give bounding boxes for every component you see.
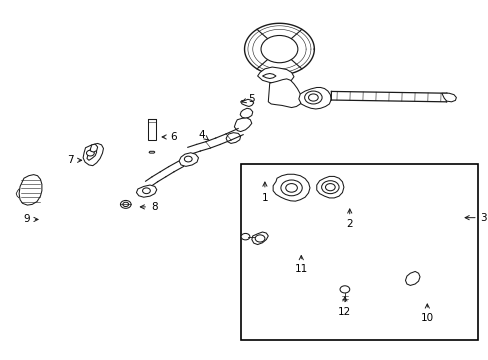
Polygon shape <box>257 67 293 84</box>
Polygon shape <box>87 149 97 160</box>
Polygon shape <box>268 79 301 108</box>
Polygon shape <box>273 174 309 201</box>
Polygon shape <box>83 143 103 166</box>
Polygon shape <box>240 99 253 107</box>
Circle shape <box>304 91 322 104</box>
Circle shape <box>285 184 297 192</box>
Polygon shape <box>316 176 343 198</box>
Circle shape <box>255 235 264 242</box>
Polygon shape <box>136 185 157 197</box>
Polygon shape <box>405 271 419 285</box>
Text: 8: 8 <box>140 202 157 212</box>
Circle shape <box>241 233 249 240</box>
Polygon shape <box>234 118 251 132</box>
Text: 2: 2 <box>346 209 352 229</box>
Circle shape <box>325 184 334 191</box>
Polygon shape <box>149 151 155 153</box>
Polygon shape <box>179 153 198 166</box>
Text: 5: 5 <box>242 94 254 104</box>
Circle shape <box>280 180 302 196</box>
Circle shape <box>261 36 297 63</box>
Polygon shape <box>240 108 252 118</box>
Text: 1: 1 <box>261 182 267 203</box>
Polygon shape <box>441 93 455 102</box>
Bar <box>240 164 477 339</box>
Text: 3: 3 <box>464 213 486 222</box>
Text: 10: 10 <box>420 304 433 323</box>
Circle shape <box>339 286 349 293</box>
Circle shape <box>308 94 318 101</box>
Text: 9: 9 <box>23 215 38 224</box>
Polygon shape <box>225 133 240 143</box>
Polygon shape <box>251 232 268 244</box>
Circle shape <box>122 202 128 207</box>
Polygon shape <box>298 87 331 109</box>
Text: 12: 12 <box>338 297 351 317</box>
Text: 7: 7 <box>67 155 81 165</box>
Circle shape <box>120 201 131 208</box>
Polygon shape <box>19 175 42 205</box>
Bar <box>147 120 156 140</box>
Circle shape <box>86 150 94 156</box>
Circle shape <box>142 188 150 194</box>
Text: 11: 11 <box>294 256 307 274</box>
Text: 6: 6 <box>162 132 177 142</box>
Circle shape <box>321 181 338 194</box>
Text: 4: 4 <box>198 130 208 140</box>
Circle shape <box>184 156 192 162</box>
Polygon shape <box>262 73 276 78</box>
Polygon shape <box>90 144 98 152</box>
